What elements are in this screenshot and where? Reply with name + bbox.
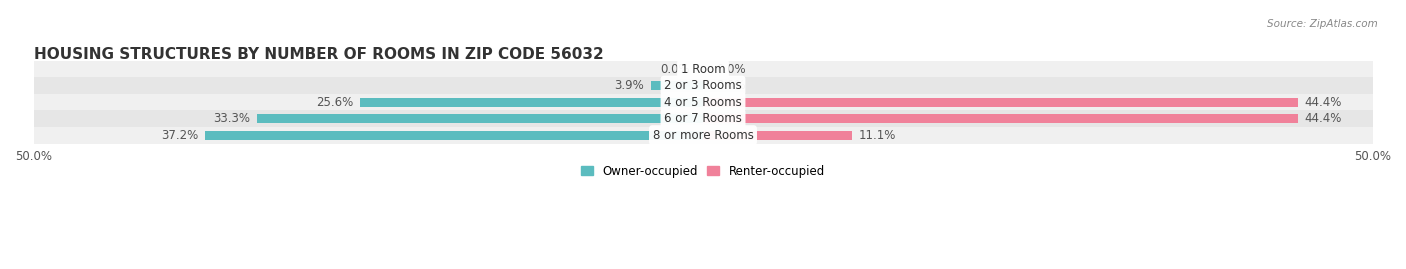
Text: 8 or more Rooms: 8 or more Rooms — [652, 129, 754, 142]
Text: 2 or 3 Rooms: 2 or 3 Rooms — [664, 79, 742, 92]
Bar — [34, 77, 1372, 94]
Bar — [703, 114, 1298, 123]
Bar — [703, 98, 1298, 107]
Text: 44.4%: 44.4% — [1305, 96, 1341, 109]
Bar — [34, 61, 1372, 77]
Text: 37.2%: 37.2% — [160, 129, 198, 142]
Text: 11.1%: 11.1% — [858, 129, 896, 142]
Text: 0.0%: 0.0% — [717, 79, 747, 92]
Legend: Owner-occupied, Renter-occupied: Owner-occupied, Renter-occupied — [581, 165, 825, 178]
Bar — [34, 111, 1372, 127]
Text: HOUSING STRUCTURES BY NUMBER OF ROOMS IN ZIP CODE 56032: HOUSING STRUCTURES BY NUMBER OF ROOMS IN… — [34, 47, 603, 62]
Text: 0.0%: 0.0% — [659, 63, 689, 76]
Bar — [205, 131, 703, 140]
Text: 6 or 7 Rooms: 6 or 7 Rooms — [664, 112, 742, 125]
Text: 1 Room: 1 Room — [681, 63, 725, 76]
Bar — [360, 98, 703, 107]
Bar — [703, 131, 852, 140]
Text: 3.9%: 3.9% — [614, 79, 644, 92]
Text: 44.4%: 44.4% — [1305, 112, 1341, 125]
Bar — [257, 114, 703, 123]
Bar — [34, 127, 1372, 144]
Bar — [34, 94, 1372, 111]
Text: Source: ZipAtlas.com: Source: ZipAtlas.com — [1267, 19, 1378, 29]
Bar — [651, 81, 703, 90]
Text: 4 or 5 Rooms: 4 or 5 Rooms — [664, 96, 742, 109]
Text: 0.0%: 0.0% — [717, 63, 747, 76]
Text: 33.3%: 33.3% — [214, 112, 250, 125]
Text: 25.6%: 25.6% — [316, 96, 353, 109]
